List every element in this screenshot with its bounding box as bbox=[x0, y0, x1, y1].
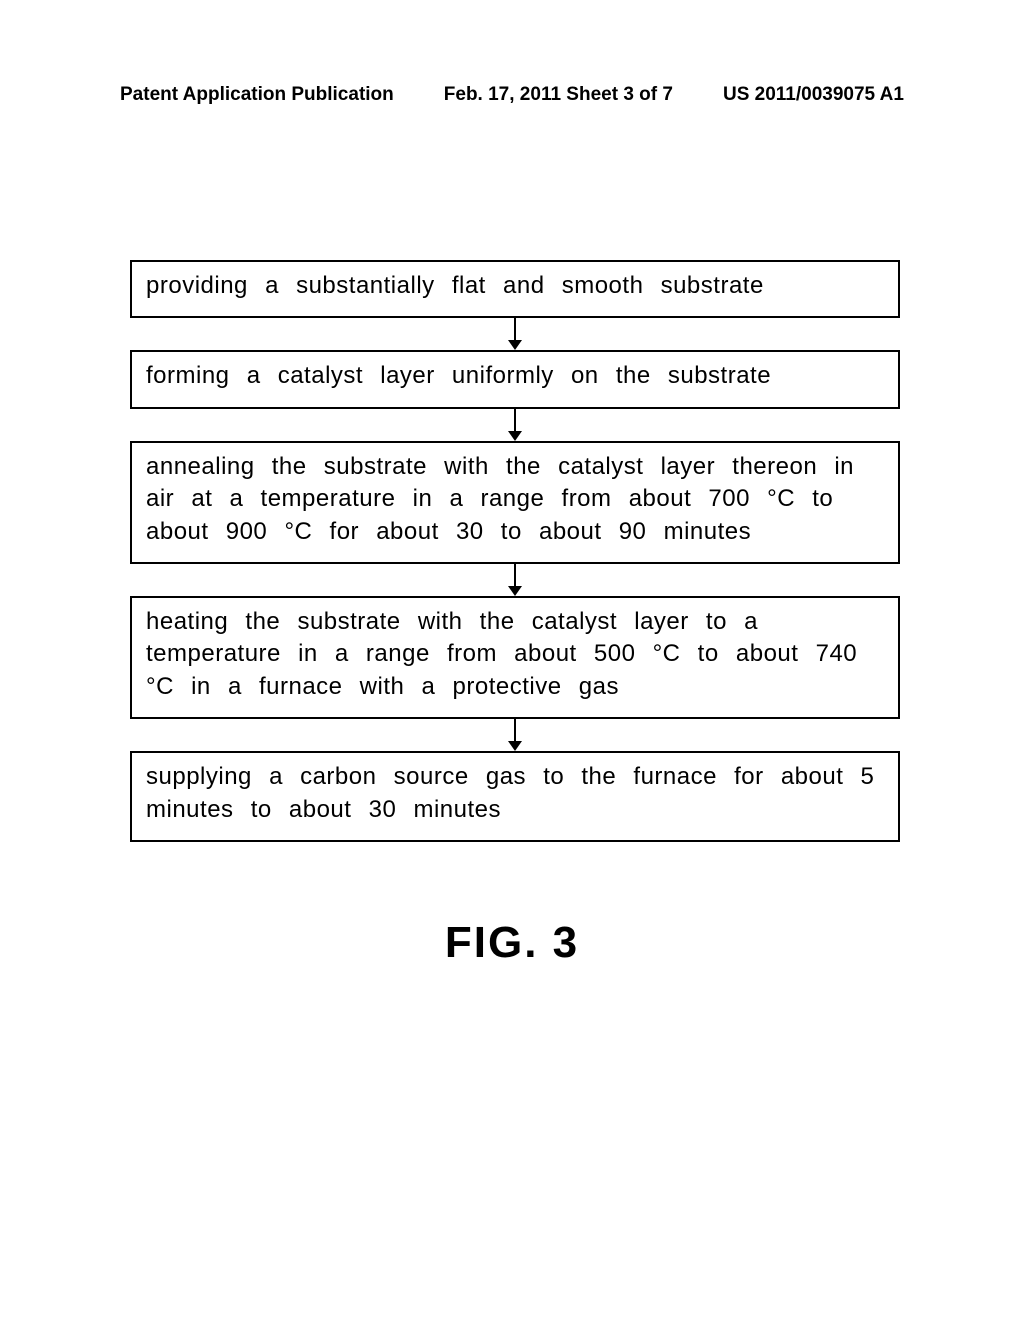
flowchart: providing a substantially flat and smoot… bbox=[130, 260, 900, 842]
flow-step-text: heating the substrate with the catalyst … bbox=[146, 608, 857, 700]
figure-label: FIG. 3 bbox=[0, 918, 1024, 968]
arrow-head-icon bbox=[508, 431, 522, 441]
flow-arrow bbox=[508, 409, 522, 441]
flow-step-1: providing a substantially flat and smoot… bbox=[130, 260, 900, 318]
flow-step-4: heating the substrate with the catalyst … bbox=[130, 596, 900, 719]
arrow-stem-icon bbox=[514, 409, 516, 431]
arrow-head-icon bbox=[508, 586, 522, 596]
flow-step-2: forming a catalyst layer uniformly on th… bbox=[130, 350, 900, 408]
page-header: Patent Application Publication Feb. 17, … bbox=[0, 84, 1024, 106]
arrow-stem-icon bbox=[514, 719, 516, 741]
arrow-head-icon bbox=[508, 741, 522, 751]
flow-arrow bbox=[508, 564, 522, 596]
flow-arrow bbox=[508, 719, 522, 751]
arrow-head-icon bbox=[508, 340, 522, 350]
flow-step-3: annealing the substrate with the catalys… bbox=[130, 441, 900, 564]
patent-page: Patent Application Publication Feb. 17, … bbox=[0, 0, 1024, 1320]
arrow-stem-icon bbox=[514, 318, 516, 340]
flow-step-5: supplying a carbon source gas to the fur… bbox=[130, 751, 900, 842]
flow-step-text: supplying a carbon source gas to the fur… bbox=[146, 763, 874, 822]
flow-step-text: providing a substantially flat and smoot… bbox=[146, 272, 764, 299]
flow-arrow bbox=[508, 318, 522, 350]
arrow-stem-icon bbox=[514, 564, 516, 586]
header-left: Patent Application Publication bbox=[120, 84, 394, 106]
header-mid: Feb. 17, 2011 Sheet 3 of 7 bbox=[444, 84, 673, 106]
flow-step-text: forming a catalyst layer uniformly on th… bbox=[146, 362, 771, 389]
header-right: US 2011/0039075 A1 bbox=[723, 84, 904, 106]
flow-step-text: annealing the substrate with the catalys… bbox=[146, 453, 854, 545]
